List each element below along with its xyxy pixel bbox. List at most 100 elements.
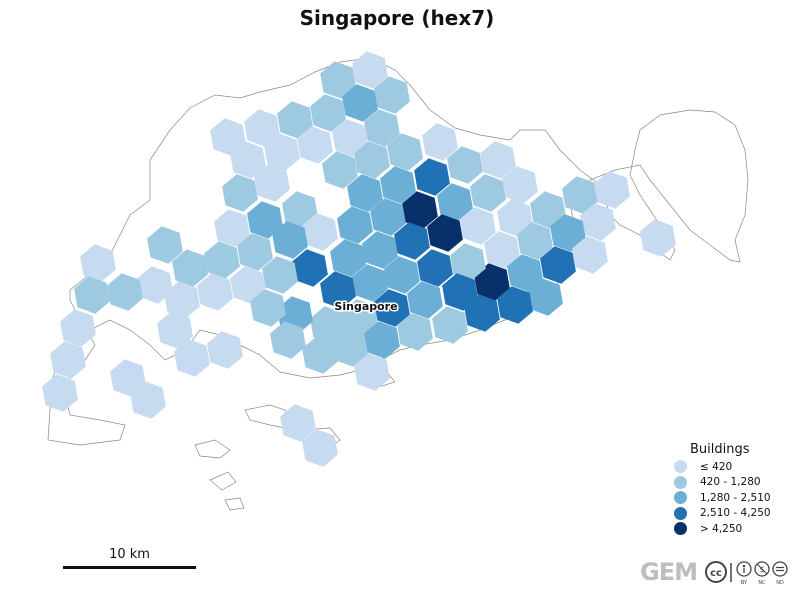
- hex-cell: [364, 109, 400, 147]
- hex-cell: [517, 222, 553, 260]
- hex-cell: [302, 213, 338, 251]
- hex-cell: [362, 231, 398, 269]
- hex-cell: [157, 311, 193, 349]
- legend-label: 420 - 1,280: [700, 476, 761, 489]
- legend-swatch: [674, 460, 687, 474]
- hex-cell: [244, 109, 280, 147]
- legend-item: > 4,250: [668, 521, 788, 537]
- hex-cell: [130, 381, 166, 419]
- map-title: Singapore (hex7): [299, 6, 495, 30]
- hex-cell: [342, 84, 378, 122]
- hex-cell: [387, 133, 423, 171]
- hex-cell: [197, 273, 233, 311]
- hex-cell: [172, 249, 208, 287]
- hex-cell: [247, 201, 283, 239]
- legend-swatch: [674, 522, 687, 536]
- hex-cell: [302, 429, 338, 467]
- hex-cell: [447, 146, 483, 184]
- hex-cell: [50, 341, 86, 379]
- hex-cell: [550, 214, 586, 252]
- hex-cell: [262, 256, 298, 294]
- hex-cell: [330, 239, 366, 277]
- hex-cell: [204, 241, 240, 279]
- hex-cell: [374, 76, 410, 114]
- hex-cell: [250, 289, 286, 327]
- hex-cell: [297, 126, 333, 164]
- hex-cell: [470, 174, 506, 212]
- hex-cell: [320, 271, 356, 309]
- hex-cell: [310, 306, 346, 344]
- hex-cell: [484, 231, 520, 269]
- hex-cell: [540, 246, 576, 284]
- hex-cell: [310, 94, 346, 132]
- hex-cell: [384, 256, 420, 294]
- legend-label: 2,510 - 4,250: [700, 507, 771, 520]
- hex-cell: [280, 404, 316, 442]
- hex-cell: [60, 309, 96, 347]
- hex-cell: [254, 164, 290, 202]
- svg-text:cc: cc: [710, 568, 722, 579]
- svg-text:BY: BY: [741, 580, 748, 586]
- hex-cell: [147, 226, 183, 264]
- hex-cell: [507, 254, 543, 292]
- hex-cell: [352, 51, 388, 89]
- hex-cell: [137, 266, 173, 304]
- gem-logo: GEM: [640, 558, 698, 586]
- hex-cell: [347, 174, 383, 212]
- hex-cell: [277, 101, 313, 139]
- hex-cell: [174, 339, 210, 377]
- hex-cell: [42, 374, 78, 412]
- legend-label: 1,280 - 2,510: [700, 491, 771, 504]
- hex-cell: [432, 306, 468, 344]
- hex-cell: [264, 133, 300, 171]
- hex-cell: [497, 286, 533, 324]
- hex-cell: [210, 118, 246, 156]
- hex-cell: [292, 249, 328, 287]
- cc-license-icon: cc $ BY NC ND: [705, 561, 788, 586]
- hex-cell: [370, 198, 406, 236]
- legend-swatch: [674, 475, 687, 489]
- hex-cell: [237, 233, 273, 271]
- hex-cell: [437, 183, 473, 221]
- city-label: Singapore: [334, 300, 397, 313]
- legend-item: 1,280 - 2,510: [668, 490, 788, 506]
- credit-logos: GEM cc $ BY NC ND: [640, 558, 788, 586]
- hex-cell: [480, 141, 516, 179]
- hex-cell: [332, 329, 368, 367]
- hex-cell: [572, 236, 608, 274]
- legend-item: 420 - 1,280: [668, 475, 788, 491]
- hex-cell: [397, 313, 433, 351]
- legend-label: > 4,250: [700, 522, 743, 535]
- hex-cell: [394, 222, 430, 260]
- hex-cell: [230, 141, 266, 179]
- hex-cell: [562, 176, 598, 214]
- legend: Buildings ≤ 420 420 - 1,280 1,280 - 2,51…: [668, 442, 788, 537]
- legend-item: ≤ 420: [668, 459, 788, 475]
- legend-item: 2,510 - 4,250: [668, 506, 788, 522]
- hex-cell: [380, 166, 416, 204]
- hex-cell: [417, 249, 453, 287]
- hex-cell: [640, 219, 676, 257]
- hex-cell: [530, 191, 566, 229]
- hex-cell: [502, 166, 538, 204]
- legend-label: ≤ 420: [700, 460, 733, 473]
- hex-cell: [320, 61, 356, 99]
- hex-cell: [272, 221, 308, 259]
- hex-cell: [364, 321, 400, 359]
- hex-cell: [107, 273, 143, 311]
- legend-title: Buildings: [690, 442, 750, 457]
- svg-text:ND: ND: [776, 580, 784, 586]
- legend-swatch: [674, 506, 687, 520]
- hex-cell: [354, 353, 390, 391]
- hex-cell: [402, 191, 438, 229]
- hex-cell: [374, 289, 410, 327]
- hex-cell: [164, 281, 200, 319]
- hex-cell: [474, 263, 510, 301]
- hex-cell: [354, 141, 390, 179]
- hex-cell: [407, 281, 443, 319]
- hex-cell: [337, 206, 373, 244]
- scale-bar-label: 10 km: [109, 547, 150, 562]
- hex-layer: [42, 51, 676, 467]
- hex-cell: [322, 151, 358, 189]
- scale-bar: [63, 566, 196, 569]
